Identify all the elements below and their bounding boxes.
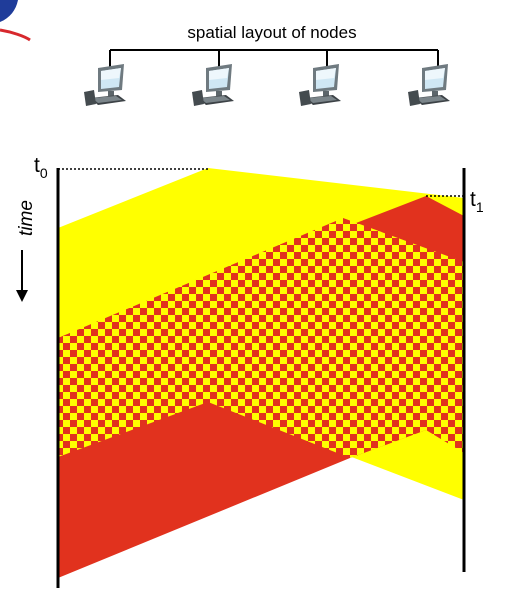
t0-subscript: 0 (40, 165, 48, 181)
t1-label: t (470, 188, 476, 211)
desktop-computer-icon (299, 64, 341, 106)
t1-subscript: 1 (476, 199, 484, 215)
svg-text:t1: t1 (470, 188, 484, 215)
corner-underline (0, 28, 31, 42)
node-3 (299, 64, 341, 106)
collision-region (58, 218, 464, 458)
corner-logo-mark (0, 0, 18, 22)
node-4 (408, 64, 450, 106)
desktop-computer-icon (408, 64, 450, 106)
desktop-computer-icon (192, 64, 234, 106)
t0-label: t (34, 154, 40, 177)
corner-decoration (0, 0, 31, 42)
node-2 (192, 64, 234, 106)
svg-text:t0: t0 (34, 154, 48, 181)
node-1 (84, 64, 126, 106)
network-bus (109, 49, 439, 68)
diagram-title: spatial layout of nodes (187, 23, 356, 42)
time-axis-label: time (16, 200, 37, 236)
desktop-computer-icon (84, 64, 126, 106)
time-arrow-icon (16, 250, 28, 302)
